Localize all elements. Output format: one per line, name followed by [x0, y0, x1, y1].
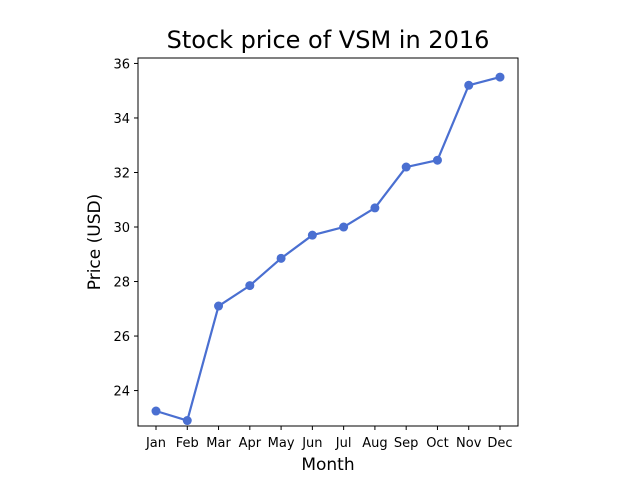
data-point	[370, 203, 380, 213]
x-tick-label: Dec	[487, 436, 512, 451]
y-tick-label: 30	[113, 221, 130, 236]
x-tick-label: Apr	[239, 436, 262, 451]
x-tick-label: Sep	[394, 436, 419, 451]
data-point	[495, 72, 505, 82]
data-point	[151, 406, 161, 416]
y-tick-label: 26	[113, 330, 130, 345]
x-tick-label: May	[268, 436, 295, 451]
x-tick-label: Oct	[426, 436, 448, 451]
x-axis: Jan Feb Mar Apr May Jun Jul Aug Sep Oct Nov Dec	[145, 426, 513, 451]
y-tick-label: 32	[113, 166, 130, 181]
y-tick-label: 28	[113, 276, 130, 291]
data-point	[245, 281, 255, 291]
x-tick-label: Aug	[362, 436, 387, 451]
chart-title: Stock price of VSM in 2016	[167, 26, 490, 54]
y-tick-label: 36	[113, 57, 130, 72]
x-tick-label: Jan	[145, 436, 166, 451]
y-axis: 24 26 28 30 32 34 36	[113, 57, 138, 400]
data-point	[276, 253, 286, 263]
x-tick-label: Mar	[206, 436, 231, 451]
y-tick-label: 34	[113, 112, 130, 127]
x-tick-label: Jun	[301, 436, 322, 451]
data-point	[432, 155, 442, 165]
series-line	[155, 76, 501, 422]
x-tick-label: Feb	[176, 436, 199, 451]
data-point	[214, 301, 224, 311]
plot-frame	[137, 57, 519, 427]
data-point	[464, 80, 474, 90]
data-point	[307, 230, 317, 240]
series	[151, 72, 505, 426]
y-tick-label: 24	[113, 385, 130, 400]
data-point	[401, 162, 411, 172]
x-tick-label: Nov	[456, 436, 482, 451]
y-axis-label: Price (USD)	[85, 194, 105, 290]
x-tick-label: Jul	[335, 436, 352, 451]
x-axis-label: Month	[301, 455, 354, 475]
data-point	[182, 416, 192, 426]
data-point	[339, 222, 349, 232]
